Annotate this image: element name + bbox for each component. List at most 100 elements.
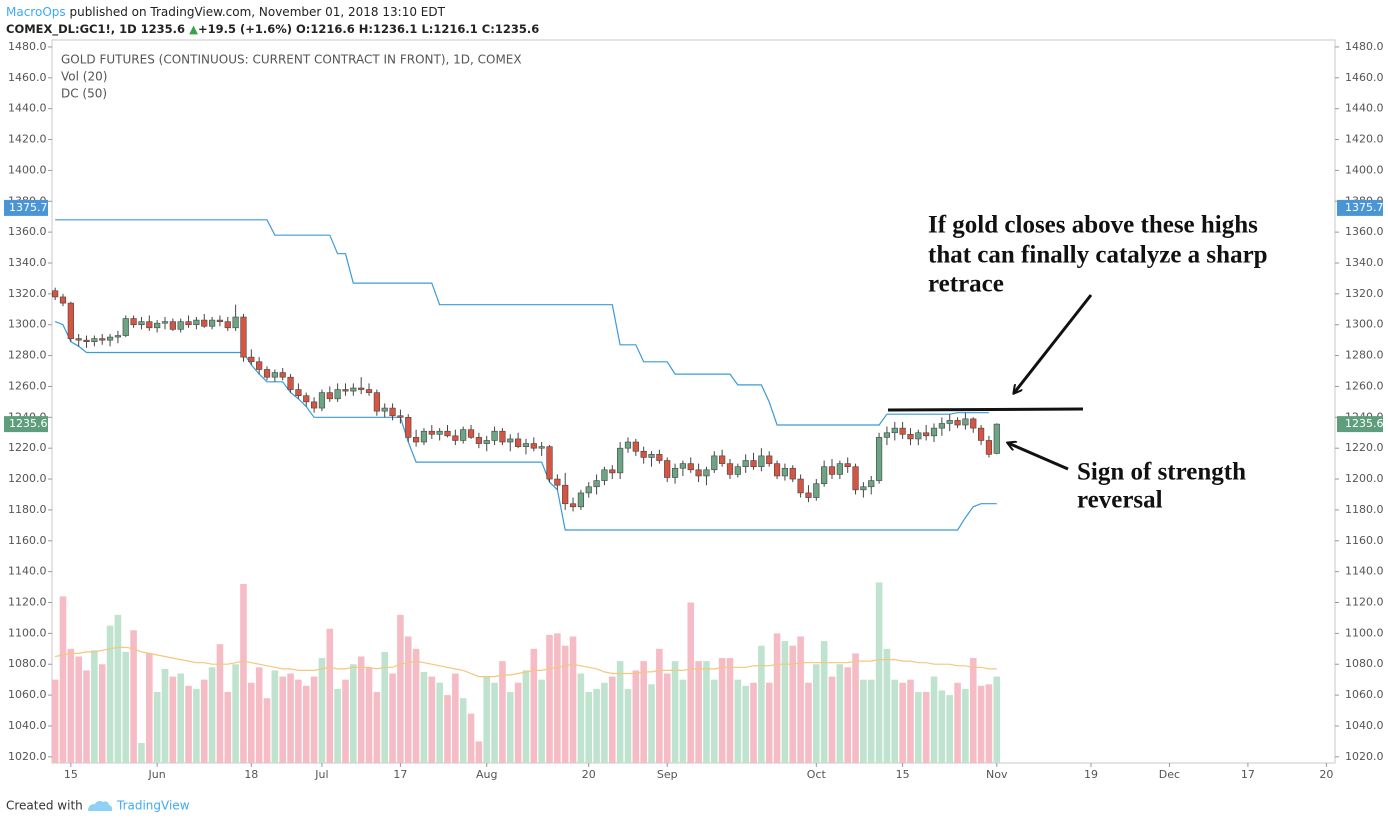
y-tick-label: 1040.0 bbox=[1345, 719, 1384, 732]
volume-bar bbox=[781, 641, 789, 763]
candle-body bbox=[671, 467, 679, 478]
volume-bar bbox=[883, 648, 891, 763]
indicator-label: Vol (20) bbox=[61, 70, 107, 84]
candle-body bbox=[310, 401, 318, 409]
y-tick-label: 1180.0 bbox=[1345, 503, 1384, 516]
publisher: MacroOps bbox=[6, 5, 66, 19]
candle-body bbox=[577, 492, 584, 508]
candle-body bbox=[930, 427, 938, 437]
y-tick-label: 1060.0 bbox=[8, 688, 47, 701]
header-line: MacroOps published on TradingView.com, N… bbox=[6, 5, 446, 19]
candle-body bbox=[185, 321, 192, 326]
y-tick-label: 1160.0 bbox=[1345, 534, 1384, 547]
volume-bar bbox=[828, 676, 836, 763]
volume-bar bbox=[687, 602, 695, 763]
change: +19.5 (+1.6%) bbox=[198, 22, 292, 36]
volume-bar bbox=[138, 742, 145, 763]
volume-bar bbox=[977, 685, 985, 763]
volume-bar bbox=[146, 653, 153, 763]
volume-bar bbox=[530, 648, 538, 763]
volume-bar bbox=[271, 670, 279, 763]
candle-body bbox=[83, 339, 90, 343]
ohlc-label: H: bbox=[359, 22, 373, 36]
footer-brand[interactable]: TradingView bbox=[116, 799, 190, 813]
volume-bar bbox=[962, 688, 969, 763]
candle-body bbox=[530, 443, 537, 449]
symbol: COMEX_DL:GC1!, 1D bbox=[6, 22, 137, 37]
candle-body bbox=[326, 392, 333, 400]
ohlc-label: L: bbox=[421, 22, 433, 36]
volume-bar bbox=[224, 692, 232, 763]
candle-body bbox=[899, 427, 906, 435]
volume-bar bbox=[83, 670, 90, 763]
volume-bar bbox=[318, 658, 326, 763]
candle-body bbox=[169, 321, 176, 330]
donchian-lower bbox=[54, 321, 997, 531]
volume-bar bbox=[483, 676, 491, 763]
candle-body bbox=[381, 407, 388, 412]
volume-bar bbox=[656, 648, 663, 763]
volume-bar bbox=[169, 676, 177, 763]
candle-body bbox=[161, 321, 169, 324]
candle-body bbox=[491, 430, 498, 441]
candle-body bbox=[938, 423, 945, 429]
volume-bar bbox=[922, 692, 930, 763]
volume-bar bbox=[601, 682, 608, 763]
candle-body bbox=[766, 455, 773, 464]
y-tick-label: 1160.0 bbox=[8, 534, 47, 547]
candle-body bbox=[593, 480, 600, 488]
volume-bar bbox=[302, 685, 310, 763]
footer-created: Created with bbox=[6, 799, 83, 813]
y-tick-label: 1120.0 bbox=[1345, 596, 1384, 609]
y-tick-label: 1220.0 bbox=[1345, 441, 1384, 454]
y-tick-label: 1180.0 bbox=[8, 503, 47, 516]
y-tick-label: 1360.0 bbox=[1345, 225, 1384, 238]
candle-body bbox=[758, 455, 765, 468]
candle-body bbox=[883, 432, 891, 438]
ohlc-value: 1236.1 bbox=[373, 22, 417, 36]
x-tick-label: 17 bbox=[393, 768, 407, 781]
volume-bar bbox=[365, 667, 373, 763]
candle-body bbox=[962, 418, 969, 426]
volume-bar bbox=[67, 648, 75, 763]
candle-body bbox=[216, 319, 224, 322]
y-tick-label: 1280.0 bbox=[8, 349, 47, 362]
y-tick-label: 1400.0 bbox=[1345, 163, 1384, 176]
volume-bar bbox=[452, 673, 459, 763]
candle-body bbox=[836, 463, 843, 475]
y-tick-label: 1420.0 bbox=[8, 133, 47, 146]
candle-body bbox=[617, 447, 624, 474]
candle-body bbox=[601, 469, 608, 481]
y-tick-label: 1440.0 bbox=[1345, 102, 1384, 115]
volume-bar bbox=[75, 656, 82, 763]
volume-bar bbox=[608, 676, 616, 763]
x-tick-label: 18 bbox=[244, 768, 258, 781]
volume-bar bbox=[240, 583, 247, 763]
volume-bar bbox=[915, 692, 922, 763]
candle-body bbox=[208, 319, 216, 327]
last: 1235.6 bbox=[141, 22, 185, 36]
candle-body bbox=[232, 316, 239, 329]
candle-body bbox=[828, 466, 836, 475]
candle-body bbox=[114, 335, 122, 338]
y-tick-label: 1220.0 bbox=[8, 441, 47, 454]
volume-bar bbox=[436, 682, 443, 763]
volume-bar bbox=[624, 688, 632, 763]
price-tag-label: 1235.6 bbox=[9, 417, 48, 430]
volume-bar bbox=[616, 661, 624, 763]
candle-body bbox=[946, 420, 953, 424]
candle-body bbox=[569, 503, 577, 508]
volume-bar bbox=[91, 650, 98, 763]
candle-body bbox=[248, 356, 255, 363]
volume-bar bbox=[742, 685, 749, 763]
y-tick-label: 1280.0 bbox=[1345, 349, 1384, 362]
candle-body bbox=[91, 338, 98, 343]
volume-bar bbox=[820, 641, 828, 763]
candle-body bbox=[852, 466, 859, 491]
x-tick-label: 19 bbox=[1084, 768, 1098, 781]
volume-bar bbox=[718, 658, 726, 763]
volume-bar bbox=[420, 671, 428, 763]
volume-bar bbox=[805, 682, 812, 763]
volume-bar bbox=[514, 682, 522, 763]
